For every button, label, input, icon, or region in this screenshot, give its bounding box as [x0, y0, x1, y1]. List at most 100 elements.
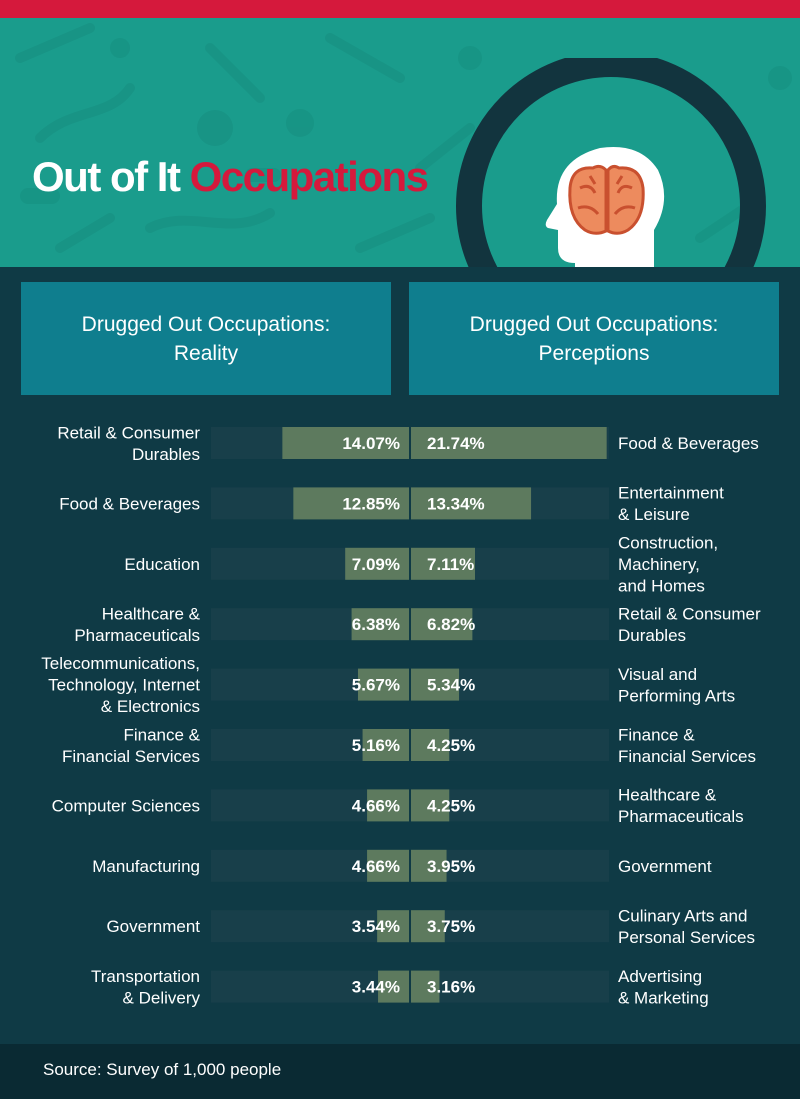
category-label-perception-line: Culinary Arts and: [618, 906, 747, 925]
category-label-reality-line: Transportation: [91, 967, 200, 986]
value-label-perception: 6.82%: [427, 615, 475, 634]
bar-perception: [411, 427, 607, 459]
category-label-perception-line: & Leisure: [618, 505, 690, 524]
category-label-perception-line: and Homes: [618, 576, 705, 595]
category-label-perception-line: & Marketing: [618, 988, 709, 1007]
category-label-reality: Finance & Financial Services: [62, 725, 201, 766]
magnifier-ring: [456, 58, 766, 267]
panel-reality-line-1: Drugged Out Occupations:: [81, 312, 331, 336]
category-label-reality: Government: [106, 917, 200, 936]
value-label-perception: 3.75%: [427, 917, 475, 936]
category-label-perception: Entertainment & Leisure: [618, 484, 724, 525]
footer: Source: Survey of 1,000 people: [0, 1044, 800, 1099]
category-label-reality: Transportation & Delivery: [91, 967, 200, 1008]
value-label-reality: 4.66%: [352, 857, 400, 876]
value-label-reality: 3.54%: [352, 917, 400, 936]
header-banner: Out of It Occupations: [0, 18, 800, 267]
source-note: Source: Survey of 1,000 people: [43, 1060, 282, 1079]
value-label-reality: 7.09%: [352, 555, 400, 574]
value-label-perception: 4.25%: [427, 736, 475, 755]
category-label-perception-line: Entertainment: [618, 484, 724, 503]
bar-reality: [362, 729, 409, 761]
category-label-perception-line: Food & Beverages: [618, 434, 759, 453]
bar-reality: [293, 487, 409, 520]
panel-reality-line-2: Reality: [173, 341, 239, 365]
category-label-reality: Manufacturing: [92, 857, 200, 876]
panel-perceptions: Drugged Out Occupations: Perceptions: [409, 282, 779, 395]
category-label-reality-line: Durables: [132, 445, 200, 464]
value-label-reality: 5.67%: [352, 676, 400, 695]
bar-perception: [411, 668, 460, 701]
category-label-perception: Construction, Machinery, and Homes: [618, 533, 718, 595]
category-label-reality-line: Finance &: [123, 725, 200, 744]
brain-icon: [568, 164, 645, 235]
value-label-reality: 3.44%: [352, 978, 400, 997]
category-label-perception-line: Machinery,: [618, 555, 700, 574]
category-label-perception: Advertising & Marketing: [618, 967, 709, 1008]
category-label-reality-line: Healthcare &: [102, 604, 201, 623]
panel-perceptions-line-1: Drugged Out Occupations:: [469, 312, 719, 336]
panel-perceptions-line-2: Perceptions: [538, 341, 650, 365]
title-part-1: Out of It: [32, 153, 181, 200]
category-label-reality-line: Telecommunications,: [41, 654, 200, 673]
bar-perception: [411, 910, 445, 943]
category-label-perception-line: Government: [618, 857, 712, 876]
category-label-perception-line: Performing Arts: [618, 686, 735, 705]
track-right: [411, 970, 609, 1003]
category-label-reality-line: Government: [106, 917, 200, 936]
bar-reality: [377, 910, 409, 943]
category-label-perception: Retail & Consumer Durables: [618, 604, 761, 645]
value-label-perception: 7.11%: [427, 555, 474, 574]
track-left: [211, 970, 409, 1003]
magnifier-icon: [456, 58, 766, 267]
value-label-reality: 12.85%: [342, 494, 400, 513]
value-label-perception: 3.95%: [427, 857, 475, 876]
category-label-reality: Food & Beverages: [59, 494, 200, 513]
category-label-perception-line: Durables: [618, 626, 686, 645]
top-accent-bar: [0, 0, 800, 18]
bar-reality: [378, 970, 409, 1003]
bar-perception: [411, 547, 475, 580]
bar-reality: [282, 427, 409, 459]
page-title: Out of It Occupations: [32, 153, 429, 201]
category-label-perception-line: Construction,: [618, 533, 718, 552]
category-label-reality-line: Education: [124, 555, 200, 574]
category-label-perception-line: Finance &: [618, 725, 695, 744]
bar-reality: [345, 547, 409, 580]
category-label-reality: Computer Sciences: [52, 796, 200, 815]
category-label-perception-line: Pharmaceuticals: [618, 807, 744, 826]
category-label-reality-line: Food & Beverages: [59, 494, 200, 513]
category-label-perception-line: Financial Services: [618, 747, 756, 766]
category-label-perception-line: Healthcare &: [618, 786, 717, 805]
category-label-perception: Visual and Performing Arts: [618, 665, 735, 706]
category-label-reality-line: Technology, Internet: [48, 676, 200, 695]
bar-perception: [411, 487, 532, 520]
bar-perception: [411, 849, 447, 882]
category-label-perception-line: Visual and: [618, 665, 697, 684]
category-label-perception-line: Personal Services: [618, 928, 755, 947]
category-label-reality-line: & Electronics: [101, 697, 200, 716]
category-label-perception: Healthcare & Pharmaceuticals: [618, 786, 744, 827]
category-label-perception: Government: [618, 857, 712, 876]
category-label-reality: Retail & Consumer Durables: [57, 423, 200, 464]
value-label-reality: 5.16%: [352, 736, 400, 755]
value-label-perception: 13.34%: [427, 494, 485, 513]
category-label-reality: Education: [124, 555, 200, 574]
diverging-bar-chart: 14.07% 21.74% Retail & Consumer Durables Foo…: [41, 423, 761, 1008]
category-label-reality: Telecommunications, Technology, Internet &…: [41, 654, 200, 716]
bar-reality: [367, 849, 409, 882]
category-label-reality-line: & Delivery: [123, 988, 201, 1007]
bar-perception: [411, 789, 450, 822]
category-label-perception-line: Advertising: [618, 967, 702, 986]
title-part-2: Occupations: [189, 153, 429, 200]
category-label-reality-line: Financial Services: [62, 747, 200, 766]
value-label-perception: 5.34%: [427, 676, 475, 695]
category-label-reality-line: Pharmaceuticals: [74, 626, 200, 645]
value-label-perception: 4.25%: [427, 796, 475, 815]
bar-perception: [411, 970, 440, 1003]
category-label-reality-line: Computer Sciences: [52, 796, 200, 815]
bar-reality: [357, 668, 409, 701]
value-label-reality: 14.07%: [342, 434, 400, 453]
panel-reality: Drugged Out Occupations: Reality: [21, 282, 391, 395]
background-pattern: [15, 23, 792, 253]
